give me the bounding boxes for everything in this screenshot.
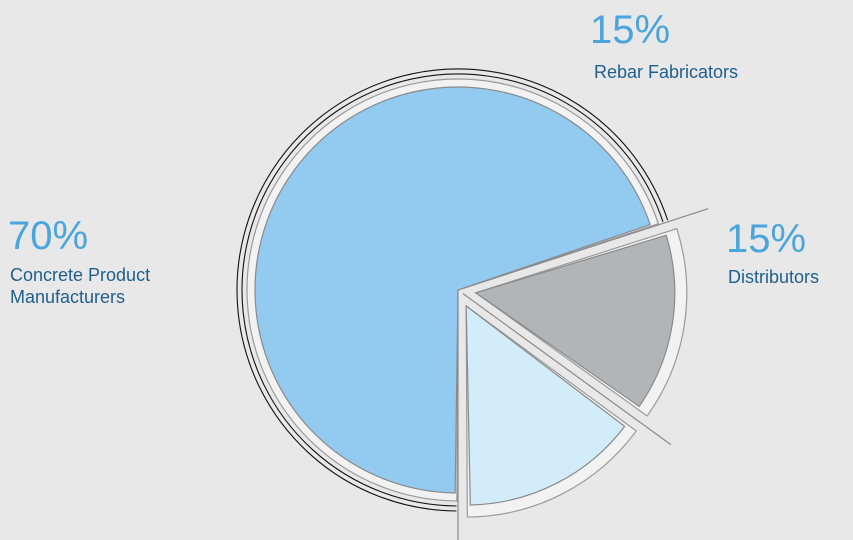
pie-slice-concrete-product-manufacturers — [254, 86, 651, 494]
slice-label-distributors: Distributors — [728, 266, 819, 288]
slice-label-line-1: Distributors — [728, 267, 820, 287]
pie-slice-rebar-fabricators — [474, 234, 676, 408]
slice-divider-1 — [463, 208, 709, 289]
slice-label-line-1: Rebar Fabricators — [594, 62, 739, 82]
slice-percent-concrete-product-manufacturers: 70% — [8, 214, 89, 258]
slice-divider-2 — [462, 293, 672, 446]
slice-percent-rebar-fabricators: 15% — [590, 8, 671, 52]
slice-percent-distributors: 15% — [726, 217, 807, 261]
slice-label-rebar-fabricators: Rebar Fabricators — [594, 61, 738, 83]
pie-slice-concrete-product-manufacturers-outer-rule-2 — [236, 68, 669, 512]
slice-label-line-1: Concrete Product — [10, 265, 151, 285]
slice-label-line-2: Manufacturers — [10, 287, 126, 307]
pie-slice-concrete-product-manufacturers-outer-rule-1 — [241, 73, 664, 507]
pie-slice-distributors — [465, 304, 626, 506]
slice-label-concrete-product-manufacturers: Concrete Product Manufacturers — [10, 264, 150, 308]
